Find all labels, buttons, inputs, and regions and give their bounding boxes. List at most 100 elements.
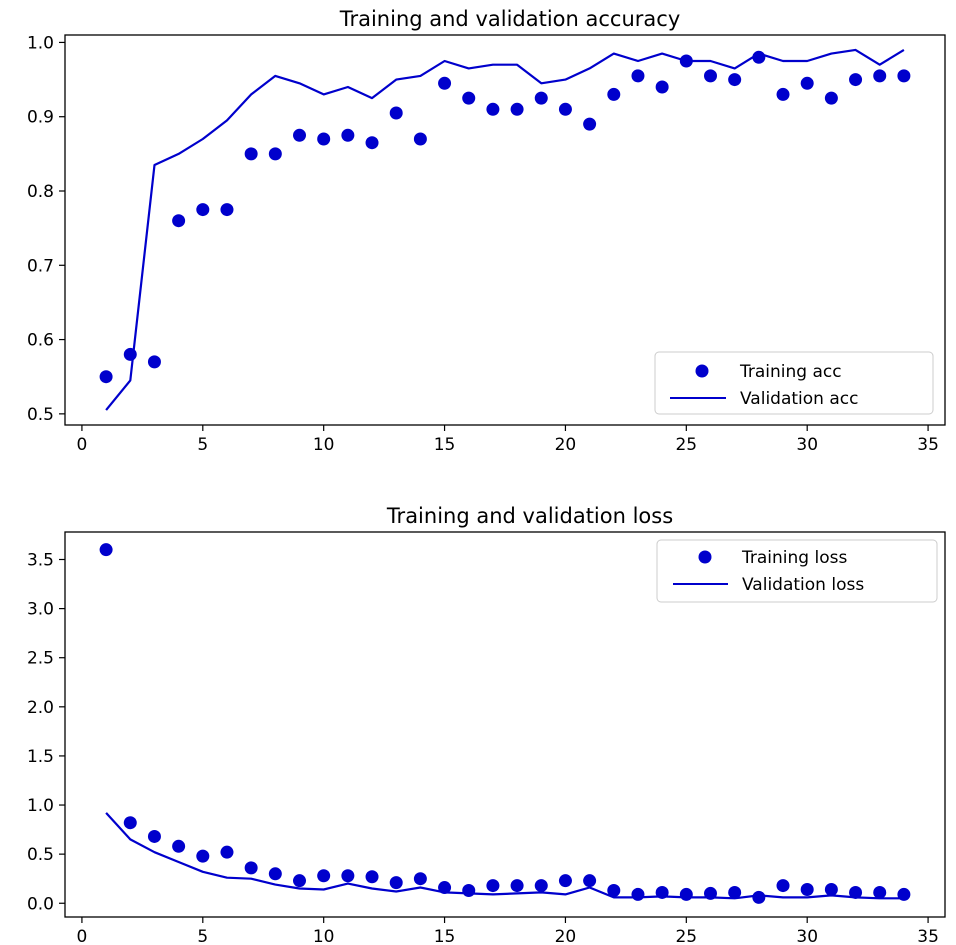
training-loss-point [172, 839, 186, 853]
training-acc-point [583, 117, 597, 131]
training-loss-point [341, 869, 355, 883]
acc-ytick-label: 0.8 [27, 182, 54, 202]
training-loss-point [824, 883, 838, 896]
legend-label-training-acc: Training acc [739, 362, 842, 382]
acc-ytick-label: 0.9 [27, 108, 54, 128]
loss-ytick-label: 2.5 [27, 649, 54, 669]
training-loss-point [123, 816, 137, 830]
training-acc-point [341, 128, 355, 142]
acc-xtick-label: 10 [313, 435, 335, 455]
training-acc-point [534, 91, 548, 105]
training-loss-point [776, 879, 790, 893]
acc-xtick-label: 15 [434, 435, 456, 455]
loss-xtick-label: 15 [434, 927, 456, 945]
acc-xtick-label: 30 [796, 435, 818, 455]
legend-label-validation-acc: Validation acc [740, 389, 858, 409]
training-loss-point [534, 879, 548, 893]
training-loss-point [365, 870, 379, 884]
training-loss-point [196, 849, 210, 863]
training-acc-point [728, 73, 742, 87]
training-acc-point [462, 91, 476, 105]
loss-chart-title: Training and validation loss [386, 504, 673, 528]
training-loss-point [800, 883, 814, 896]
training-loss-point [413, 872, 427, 886]
accuracy-x-axis: 0 5 10 15 20 25 30 35 [77, 425, 939, 455]
legend-marker-training-acc [695, 364, 709, 378]
acc-ytick-label: 1.0 [27, 33, 54, 53]
validation-loss-line [105, 812, 904, 900]
loss-xtick-label: 20 [555, 927, 577, 945]
acc-xtick-label: 25 [675, 435, 697, 455]
accuracy-chart-title: Training and validation accuracy [339, 7, 681, 31]
training-acc-point [703, 69, 717, 83]
training-loss-point [147, 829, 161, 843]
acc-ytick-label: 0.6 [27, 331, 54, 351]
training-loss-point [679, 887, 693, 901]
legend-marker-training-loss [698, 550, 712, 564]
training-acc-point [317, 132, 331, 146]
training-acc-point [365, 136, 379, 150]
training-acc-point [220, 203, 234, 217]
training-acc-point [99, 370, 113, 384]
loss-xtick-label: 10 [313, 927, 335, 945]
accuracy-y-axis: 0.5 0.6 0.7 0.8 0.9 1.0 [27, 33, 65, 425]
training-loss-point [244, 861, 258, 875]
training-loss-point [752, 890, 766, 904]
training-acc-point [897, 69, 911, 83]
loss-xtick-label: 25 [675, 927, 697, 945]
training-acc-point [244, 147, 258, 161]
loss-chart: Training and validation loss 0.0 0.5 1.0 1.… [27, 504, 946, 945]
training-acc-point [849, 73, 863, 87]
training-loss-point [631, 887, 645, 901]
training-acc-point [510, 102, 524, 116]
training-acc-point [389, 106, 403, 120]
loss-xtick-label: 5 [197, 927, 208, 945]
acc-xtick-label: 5 [197, 435, 208, 455]
training-loss-point [389, 876, 403, 890]
training-loss-point [293, 874, 307, 888]
training-loss-point [317, 869, 331, 883]
accuracy-legend: Training acc Validation acc [654, 351, 934, 415]
loss-ytick-label: 1.0 [27, 796, 54, 816]
loss-plot-frame [64, 531, 946, 918]
training-loss-point [462, 883, 476, 897]
training-acc-point [800, 76, 814, 90]
training-acc-point [558, 102, 572, 116]
loss-ytick-label: 3.0 [27, 600, 54, 620]
training-acc-point [486, 102, 500, 116]
legend-label-validation-loss: Validation loss [742, 575, 864, 595]
loss-ytick-label: 1.5 [27, 747, 54, 767]
training-acc-point [413, 132, 427, 146]
training-acc-point [293, 128, 307, 142]
training-loss-point [220, 845, 234, 859]
training-acc-point [196, 203, 210, 217]
acc-ytick-label: 0.7 [27, 256, 54, 276]
training-acc-point [268, 147, 282, 161]
loss-xtick-label: 30 [796, 927, 818, 945]
accuracy-plot-area [99, 48, 911, 411]
acc-xtick-label: 0 [77, 435, 88, 455]
training-acc-point [824, 91, 838, 105]
loss-xtick-label: 0 [77, 927, 88, 945]
accuracy-chart: Training and validation accuracy 0.50.60… [27, 7, 946, 455]
loss-x-axis: 0 5 10 15 20 25 30 35 [77, 917, 939, 945]
training-loss-point [873, 885, 887, 899]
loss-legend: Training loss Validation loss [656, 539, 938, 603]
training-acc-point [438, 76, 452, 90]
training-loss-point [268, 867, 282, 881]
loss-ytick-label: 0.5 [27, 845, 54, 865]
training-acc-point [631, 69, 645, 83]
training-acc-point [873, 69, 887, 83]
training-acc-point [776, 87, 790, 101]
loss-plot-area [99, 543, 911, 904]
training-acc-point [172, 214, 186, 228]
training-loss-point [583, 874, 597, 888]
acc-xtick-label: 20 [555, 435, 577, 455]
loss-ytick-label: 0.0 [27, 894, 54, 914]
loss-ytick-label: 2.0 [27, 698, 54, 718]
validation-acc-line [105, 48, 905, 411]
training-acc-point [655, 80, 669, 94]
training-loss-point [607, 883, 621, 897]
training-loss-point [728, 885, 742, 899]
